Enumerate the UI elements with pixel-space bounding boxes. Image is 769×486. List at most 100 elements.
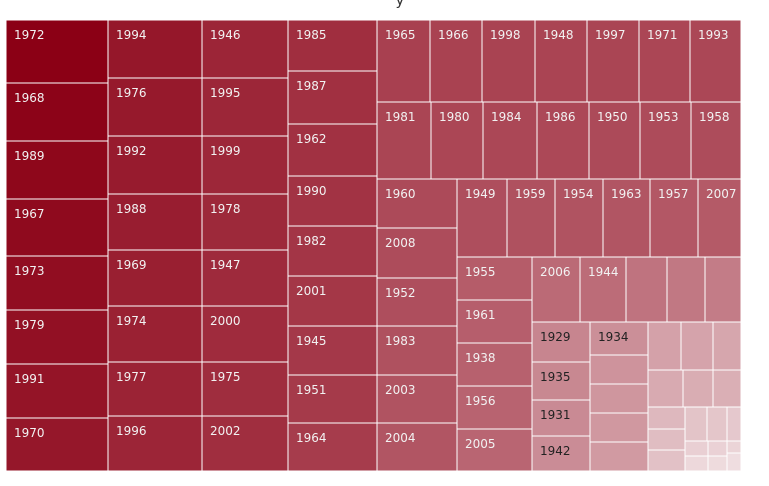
treemap-tile-1974 (107, 305, 203, 363)
treemap-label-1972: 1972 (14, 28, 45, 42)
treemap-label-1991: 1991 (14, 372, 45, 386)
treemap-tile (707, 455, 728, 472)
treemap-tile-1998 (481, 19, 536, 103)
treemap-label-1978: 1978 (210, 202, 241, 216)
treemap-label-1951: 1951 (296, 383, 327, 397)
treemap-label-1952: 1952 (385, 286, 416, 300)
treemap-tile (684, 440, 709, 457)
treemap-tile-1947 (201, 249, 289, 307)
treemap-tile (589, 412, 649, 443)
treemap-label-1935: 1935 (540, 370, 571, 384)
treemap-label-1961: 1961 (465, 308, 496, 322)
treemap-tile-1990 (287, 175, 378, 227)
treemap-tile-1979 (5, 309, 109, 365)
treemap-label-1954: 1954 (563, 187, 594, 201)
treemap-label-1979: 1979 (14, 318, 45, 332)
treemap-tile (726, 440, 742, 454)
treemap-label-1942: 1942 (540, 444, 571, 458)
treemap-tile (704, 256, 742, 323)
treemap-label-1980: 1980 (439, 110, 470, 124)
treemap-tile-1995 (201, 77, 289, 137)
treemap-tile (706, 406, 728, 442)
treemap-label-2000: 2000 (210, 314, 241, 328)
treemap-tile (589, 441, 649, 472)
treemap-tile (684, 455, 709, 472)
treemap-label-2001: 2001 (296, 284, 327, 298)
treemap-label-1929: 1929 (540, 330, 571, 344)
treemap-label-1965: 1965 (385, 28, 416, 42)
treemap-tile (625, 256, 668, 323)
treemap-tile-1970 (5, 417, 109, 472)
treemap-label-2008: 2008 (385, 236, 416, 250)
treemap-tile-1999 (201, 135, 289, 195)
treemap-tile-1982 (287, 225, 378, 277)
treemap-label-1945: 1945 (296, 334, 327, 348)
treemap-label-1962: 1962 (296, 132, 327, 146)
treemap-label-1967: 1967 (14, 207, 45, 221)
treemap-label-1973: 1973 (14, 264, 45, 278)
treemap-tile-1931 (531, 399, 591, 437)
treemap-tile (726, 452, 742, 472)
treemap-label-1989: 1989 (14, 149, 45, 163)
treemap-tile-1972 (5, 19, 109, 84)
treemap-label-1956: 1956 (465, 394, 496, 408)
treemap-label-1948: 1948 (543, 28, 574, 42)
treemap-tile-1935 (531, 361, 591, 401)
treemap-label-1986: 1986 (545, 110, 576, 124)
treemap-tile-1954 (554, 178, 604, 258)
treemap-tile (682, 369, 714, 408)
treemap-tile-1946 (201, 19, 289, 79)
treemap-tile-1952 (376, 277, 458, 327)
treemap-tile-1948 (534, 19, 588, 103)
treemap-tile (589, 354, 649, 385)
treemap-tile-1929 (531, 321, 591, 363)
treemap-tile-2000 (201, 305, 289, 363)
treemap-tile-1959 (506, 178, 556, 258)
treemap-tile-1997 (586, 19, 640, 103)
treemap-label-1993: 1993 (698, 28, 729, 42)
treemap-tile-2005 (456, 428, 533, 472)
treemap-label-2006: 2006 (540, 265, 571, 279)
treemap-tile (647, 321, 682, 371)
treemap-label-1950: 1950 (597, 110, 628, 124)
treemap-label-1982: 1982 (296, 234, 327, 248)
treemap-tile-1993 (689, 19, 742, 103)
treemap-tile-1975 (201, 361, 289, 417)
treemap-tile (684, 406, 708, 442)
treemap-label-1998: 1998 (490, 28, 521, 42)
treemap-label-1985: 1985 (296, 28, 327, 42)
treemap-label-1971: 1971 (647, 28, 678, 42)
treemap-tile-1962 (287, 123, 378, 177)
treemap-tile-1967 (5, 198, 109, 257)
treemap-label-1996: 1996 (116, 424, 147, 438)
treemap-label-1968: 1968 (14, 91, 45, 105)
treemap-tile-1961 (456, 299, 533, 344)
treemap-tile (712, 369, 742, 408)
treemap-tile-1988 (107, 193, 203, 251)
treemap-tile-1949 (456, 178, 508, 258)
treemap-label-1983: 1983 (385, 334, 416, 348)
treemap-tile (726, 406, 742, 442)
chart-title-fragment: y (395, 0, 405, 9)
treemap-tile-1960 (376, 178, 458, 229)
treemap-tile-1944 (579, 256, 627, 323)
treemap-label-1997: 1997 (595, 28, 626, 42)
treemap-label-1988: 1988 (116, 202, 147, 216)
treemap-label-2005: 2005 (465, 437, 496, 451)
treemap-tile-1950 (588, 101, 641, 180)
treemap-tile-1976 (107, 77, 203, 137)
treemap-tile-1958 (690, 101, 742, 180)
treemap-tile-1983 (376, 325, 458, 376)
treemap-label-1966: 1966 (438, 28, 469, 42)
treemap-tile-2008 (376, 227, 458, 279)
treemap-tile (666, 256, 706, 323)
treemap-label-1931: 1931 (540, 408, 571, 422)
treemap-label-1990: 1990 (296, 184, 327, 198)
treemap-tile (647, 449, 686, 472)
treemap-label-1957: 1957 (658, 187, 689, 201)
treemap-tile-1953 (639, 101, 692, 180)
treemap-label-1976: 1976 (116, 86, 147, 100)
treemap-label-1970: 1970 (14, 426, 45, 440)
treemap-tile-1968 (5, 82, 109, 142)
